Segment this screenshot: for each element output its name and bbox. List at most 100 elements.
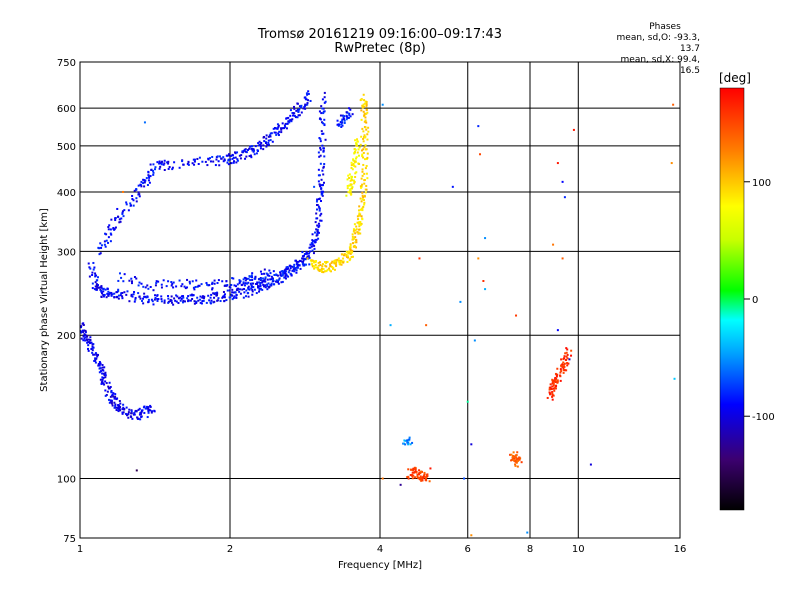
- data-point: [219, 300, 222, 303]
- data-point: [362, 130, 365, 133]
- data-point: [277, 124, 280, 127]
- data-point: [95, 357, 98, 360]
- data-point: [558, 374, 561, 377]
- data-point: [134, 298, 137, 301]
- data-point: [136, 416, 139, 419]
- data-point: [126, 290, 129, 293]
- data-point: [254, 145, 257, 148]
- data-point: [277, 282, 280, 285]
- data-point: [179, 296, 182, 299]
- data-point: [318, 270, 321, 273]
- data-point: [360, 177, 363, 180]
- data-point: [291, 118, 294, 121]
- data-point: [253, 288, 256, 291]
- data-point: [280, 131, 283, 134]
- data-point: [560, 364, 563, 367]
- data-point: [561, 365, 564, 368]
- data-point: [293, 114, 296, 117]
- data-point: [129, 415, 132, 418]
- data-point: [231, 277, 234, 280]
- data-point: [343, 119, 346, 122]
- data-point: [112, 395, 115, 398]
- data-point: [92, 261, 95, 264]
- data-point: [280, 127, 283, 130]
- data-point: [295, 269, 298, 272]
- data-point: [167, 280, 170, 283]
- data-point: [342, 116, 345, 119]
- data-point: [118, 406, 121, 409]
- data-point: [281, 122, 284, 125]
- data-point: [259, 270, 262, 273]
- data-point: [412, 474, 415, 477]
- data-point: [118, 221, 121, 224]
- data-point: [358, 228, 361, 231]
- data-point: [235, 285, 238, 288]
- data-point: [103, 383, 106, 386]
- data-point: [420, 470, 423, 473]
- data-point: [88, 266, 91, 269]
- data-point: [348, 173, 351, 176]
- data-point: [105, 382, 108, 385]
- data-point: [362, 205, 365, 208]
- data-point: [313, 261, 316, 264]
- data-point: [555, 377, 558, 380]
- data-point: [138, 407, 141, 410]
- data-point: [479, 153, 482, 156]
- data-point: [238, 282, 241, 285]
- data-point: [272, 270, 275, 273]
- data-point: [354, 157, 357, 160]
- data-point: [321, 169, 324, 172]
- data-point: [178, 279, 181, 282]
- data-point: [336, 119, 339, 122]
- data-point: [424, 478, 427, 481]
- data-point: [147, 287, 150, 290]
- data-point: [91, 274, 94, 277]
- data-point: [354, 172, 357, 175]
- data-point: [349, 192, 352, 195]
- data-point: [340, 120, 343, 123]
- data-point: [409, 474, 412, 477]
- data-point: [117, 297, 120, 300]
- data-point: [95, 283, 98, 286]
- data-point: [130, 282, 133, 285]
- data-point: [335, 263, 338, 266]
- data-point: [121, 211, 124, 214]
- x-tick-label: 8: [527, 544, 533, 555]
- data-point: [152, 163, 155, 166]
- data-point: [354, 148, 357, 151]
- data-point: [154, 296, 157, 299]
- data-point: [360, 215, 363, 218]
- data-point: [117, 294, 120, 297]
- data-point: [348, 176, 351, 179]
- data-point: [129, 204, 132, 207]
- data-point: [416, 475, 419, 478]
- data-point: [160, 286, 163, 289]
- data-point: [288, 269, 291, 272]
- data-point: [320, 267, 323, 270]
- data-point: [226, 284, 229, 287]
- data-point: [340, 125, 343, 128]
- data-point: [238, 154, 241, 157]
- data-point: [103, 374, 106, 377]
- data-point: [268, 134, 271, 137]
- colorbar-label: [deg]: [719, 71, 751, 85]
- data-point: [230, 283, 233, 286]
- data-point: [140, 282, 143, 285]
- data-point: [365, 158, 368, 161]
- data-point: [196, 157, 199, 160]
- data-point: [180, 297, 183, 300]
- data-point: [201, 160, 204, 163]
- data-point: [310, 263, 313, 266]
- data-point: [360, 149, 363, 152]
- data-point: [86, 335, 89, 338]
- data-point: [203, 295, 206, 298]
- data-point: [215, 158, 218, 161]
- data-point: [345, 118, 348, 121]
- data-point: [234, 151, 237, 154]
- data-point: [553, 389, 556, 392]
- data-point: [315, 266, 318, 269]
- data-point: [232, 161, 235, 164]
- data-point: [359, 197, 362, 200]
- data-point: [338, 123, 341, 126]
- data-point: [222, 295, 225, 298]
